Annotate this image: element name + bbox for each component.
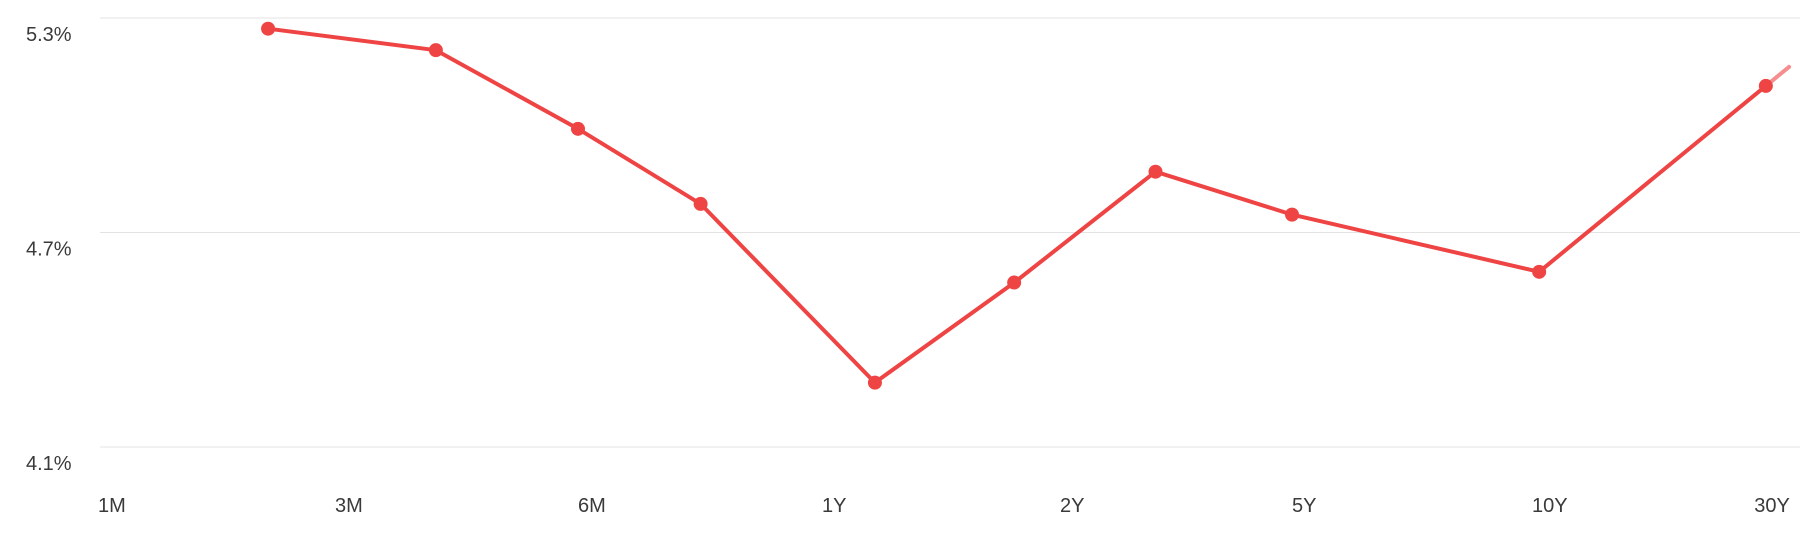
y-tick-label: 5.3% [26, 24, 72, 46]
x-tick-label: 1Y [822, 495, 846, 517]
series-line [266, 26, 1768, 385]
x-tick-label: 3M [335, 495, 363, 517]
x-tick-label: 6M [578, 495, 606, 517]
data-point[interactable] [1148, 164, 1163, 179]
y-tick-label: 4.1% [26, 453, 72, 475]
data-point[interactable] [1285, 207, 1299, 222]
x-tick-label: 5Y [1292, 495, 1316, 517]
data-point[interactable] [1532, 264, 1547, 279]
x-tick-label: 30Y [1754, 495, 1790, 517]
y-tick-label: 4.7% [26, 239, 72, 261]
data-point[interactable] [261, 21, 276, 36]
x-tick-label: 10Y [1532, 495, 1568, 517]
data-point[interactable] [693, 196, 708, 211]
data-point[interactable] [428, 43, 443, 58]
plot-area [261, 21, 1792, 390]
data-point[interactable] [571, 121, 585, 136]
x-axis: 1M 3M 6M 1Y 2Y 5Y 10Y 30Y [98, 495, 1790, 517]
data-point[interactable] [867, 375, 882, 390]
x-tick-label: 1M [98, 495, 126, 517]
data-point[interactable] [1007, 275, 1022, 290]
x-tick-label: 2Y [1060, 495, 1084, 517]
y-axis: 5.3% 4.7% 4.1% [26, 24, 72, 475]
grid [100, 17, 1800, 448]
data-point[interactable] [1758, 78, 1773, 93]
